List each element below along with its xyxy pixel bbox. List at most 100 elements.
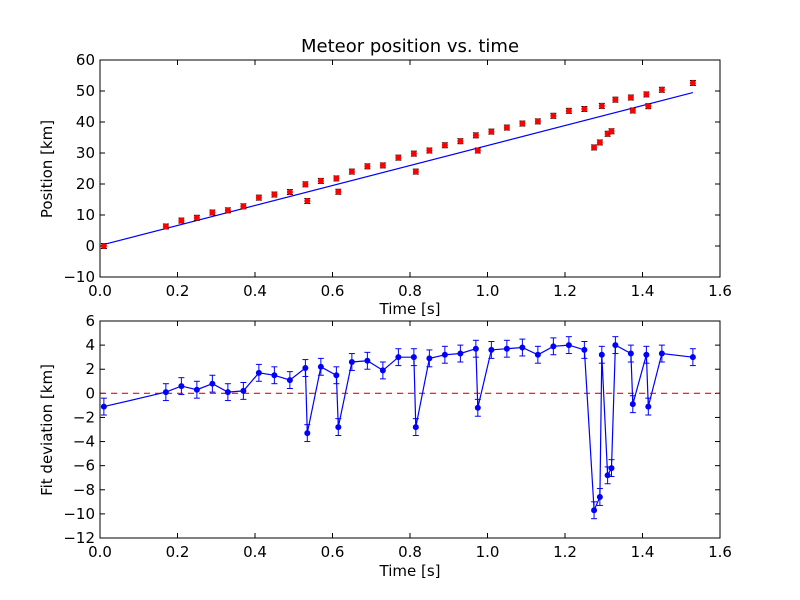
point-marker xyxy=(271,372,278,379)
y-tick-label: −12 xyxy=(63,529,95,547)
data-point xyxy=(503,124,510,131)
data-point xyxy=(441,142,448,149)
point-marker xyxy=(643,91,650,98)
point-marker xyxy=(488,346,495,353)
plot-background xyxy=(100,60,720,277)
point-marker xyxy=(255,369,262,376)
point-marker xyxy=(598,351,605,358)
point-marker xyxy=(596,494,603,501)
data-point xyxy=(565,336,572,355)
position-chart: Meteor position vs. time 0.0 0.2 0.4 0.6 0.8… xyxy=(38,36,732,318)
point-marker xyxy=(224,207,231,214)
x-tick-label: 0.8 xyxy=(398,282,422,300)
point-marker xyxy=(608,465,615,472)
y-tick-label: 4 xyxy=(85,336,95,354)
data-point xyxy=(193,380,200,399)
point-marker xyxy=(364,357,371,364)
point-marker xyxy=(162,223,169,230)
point-marker xyxy=(364,163,371,170)
x-tick-label: 0.2 xyxy=(166,543,190,561)
deviation-chart: 0.0 0.2 0.4 0.6 0.8 1.0 1.2 1.4 1.6 −12 −10 −8 −6 −4 −… xyxy=(38,312,732,580)
data-point xyxy=(162,383,169,402)
data-point xyxy=(457,344,464,363)
x-tick-label: 0.6 xyxy=(321,543,345,561)
data-point xyxy=(240,381,247,400)
data-point xyxy=(100,397,107,416)
point-marker xyxy=(565,107,572,114)
data-point xyxy=(379,162,386,169)
data-point xyxy=(612,96,619,103)
point-marker xyxy=(534,118,541,125)
point-marker xyxy=(178,383,185,390)
data-point xyxy=(472,339,479,358)
data-point xyxy=(598,345,605,364)
point-marker xyxy=(304,430,311,437)
data-point xyxy=(302,181,309,188)
data-point xyxy=(317,177,324,184)
point-marker xyxy=(412,424,419,431)
x-tick-label: 1.2 xyxy=(553,543,577,561)
data-point xyxy=(255,363,262,382)
point-marker xyxy=(474,147,481,154)
plot-frame xyxy=(99,320,721,539)
data-point xyxy=(550,112,557,119)
y-tick-label: 30 xyxy=(76,144,95,162)
data-point xyxy=(304,424,311,443)
point-marker xyxy=(412,168,419,175)
data-point xyxy=(335,418,342,437)
fit-line xyxy=(103,91,694,246)
point-marker xyxy=(658,350,665,357)
data-point xyxy=(410,348,417,367)
data-point xyxy=(591,144,598,151)
data-point xyxy=(426,349,433,368)
data-point xyxy=(645,103,652,110)
data-point xyxy=(519,338,526,357)
data-point xyxy=(193,214,200,221)
point-marker xyxy=(410,150,417,157)
data-point xyxy=(581,340,588,359)
point-marker xyxy=(565,342,572,349)
data-point xyxy=(410,150,417,157)
point-marker xyxy=(335,424,342,431)
x-tick-label: 1.4 xyxy=(631,282,655,300)
data-point xyxy=(364,163,371,170)
y-tick-label: 0 xyxy=(85,384,95,402)
x-axis-label: Time [s] xyxy=(379,300,441,318)
point-marker xyxy=(457,350,464,357)
point-marker xyxy=(441,351,448,358)
x-tick-label: 1.2 xyxy=(553,282,577,300)
data-point xyxy=(209,209,216,216)
data-point xyxy=(608,128,615,135)
point-marker xyxy=(193,214,200,221)
point-marker xyxy=(302,365,309,372)
point-marker xyxy=(488,128,495,135)
data-point xyxy=(286,371,293,390)
point-marker xyxy=(472,132,479,139)
data-point xyxy=(658,344,665,363)
point-marker xyxy=(591,507,598,514)
data-point xyxy=(612,336,619,355)
data-point xyxy=(689,348,696,367)
y-tick-label: 60 xyxy=(76,51,95,69)
point-marker xyxy=(302,181,309,188)
point-marker xyxy=(348,168,355,175)
data-point xyxy=(608,459,615,478)
data-point xyxy=(596,139,603,146)
data-point xyxy=(412,418,419,437)
data-point xyxy=(472,132,479,139)
point-marker xyxy=(193,386,200,393)
point-marker xyxy=(689,354,696,361)
plot-background xyxy=(100,321,720,538)
point-marker xyxy=(240,387,247,394)
point-marker xyxy=(519,344,526,351)
point-marker xyxy=(286,377,293,384)
data-point xyxy=(503,339,510,358)
data-point xyxy=(645,397,652,416)
data-point xyxy=(457,138,464,145)
point-marker xyxy=(100,403,107,410)
data-point xyxy=(271,191,278,198)
point-marker xyxy=(629,401,636,408)
y-tick-label: −10 xyxy=(63,505,95,523)
y-tick-label: 6 xyxy=(85,312,95,330)
data-point xyxy=(488,128,495,135)
